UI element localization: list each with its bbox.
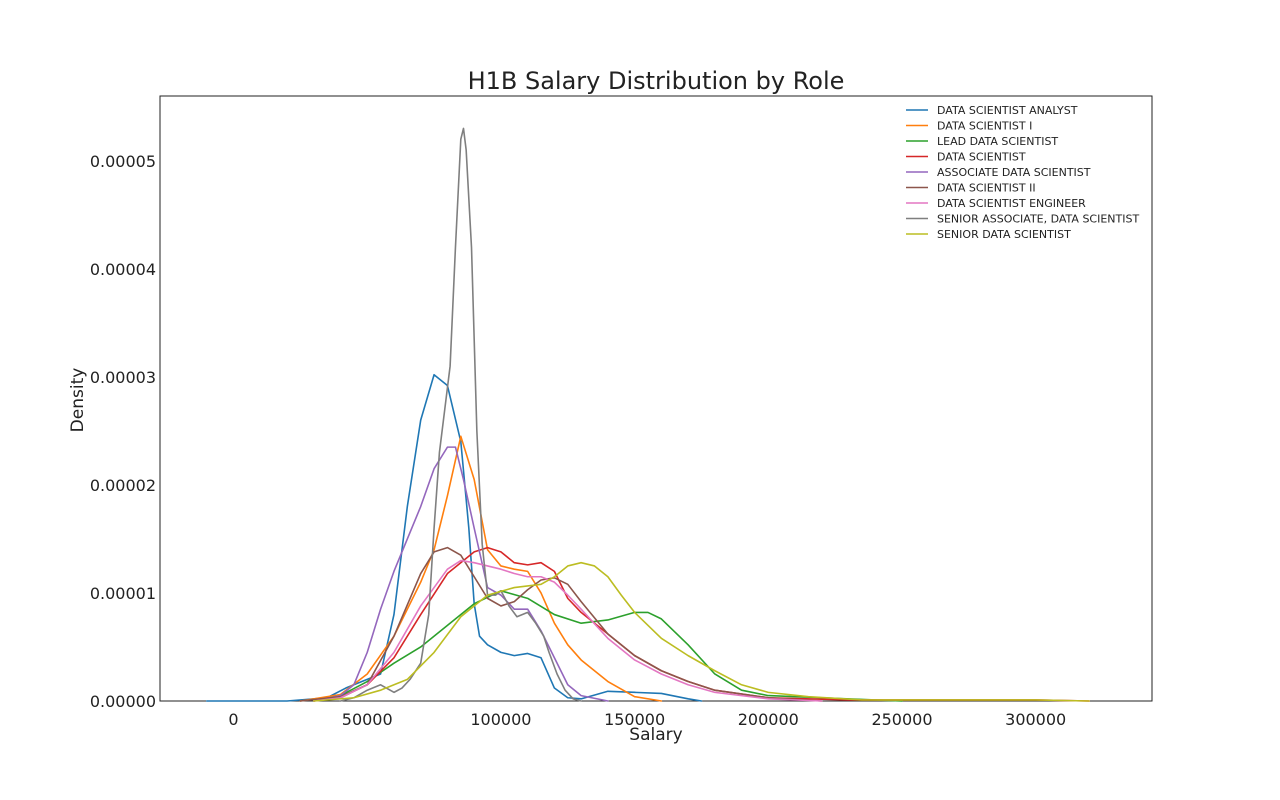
y-tick-label: 0.00000 bbox=[90, 692, 156, 711]
chart-title: H1B Salary Distribution by Role bbox=[468, 67, 845, 95]
x-tick-label: 100000 bbox=[470, 710, 531, 729]
series-line-2 bbox=[312, 589, 903, 702]
x-tick-label: 0 bbox=[228, 710, 238, 729]
y-tick-label: 0.00004 bbox=[90, 260, 156, 279]
x-tick-label: 50000 bbox=[342, 710, 393, 729]
y-tick-label: 0.00002 bbox=[90, 476, 156, 495]
series-line-6 bbox=[312, 559, 823, 702]
y-tick-label: 0.00001 bbox=[90, 584, 156, 603]
y-tick-label: 0.00003 bbox=[90, 368, 156, 387]
legend-entry-label: DATA SCIENTIST I bbox=[937, 120, 1032, 133]
x-axis-ticks: 0 50000 100000 150000 200000 250000 300000 bbox=[228, 710, 1066, 729]
series-line-8 bbox=[312, 561, 1090, 702]
series-line-1 bbox=[299, 435, 663, 702]
legend-entry-label: SENIOR ASSOCIATE, DATA SCIENTIST bbox=[937, 213, 1139, 226]
series-line-7 bbox=[339, 127, 582, 702]
legend-entry-label: DATA SCIENTIST bbox=[937, 151, 1026, 164]
x-tick-label: 300000 bbox=[1005, 710, 1066, 729]
y-axis-ticks: 0.00000 0.00001 0.00002 0.00003 0.00004 0.000… bbox=[90, 152, 156, 711]
legend-entry-label: DATA SCIENTIST ANALYST bbox=[937, 104, 1078, 117]
series-line-4 bbox=[312, 446, 609, 702]
x-tick-label: 150000 bbox=[604, 710, 665, 729]
x-tick-label: 200000 bbox=[738, 710, 799, 729]
y-axis-title: Density bbox=[68, 368, 88, 433]
legend-entry-label: DATA SCIENTIST ENGINEER bbox=[937, 197, 1086, 210]
legend-entry-label: LEAD DATA SCIENTIST bbox=[937, 135, 1058, 148]
legend-entry-label: DATA SCIENTIST II bbox=[937, 182, 1036, 195]
plot-area-frame bbox=[159, 95, 1153, 702]
x-axis-title: Salary bbox=[629, 725, 682, 745]
series-line-0 bbox=[205, 373, 703, 702]
legend-entry-label: ASSOCIATE DATA SCIENTIST bbox=[937, 166, 1091, 179]
y-tick-label: 0.00005 bbox=[90, 152, 156, 171]
series-line-5 bbox=[299, 546, 823, 702]
x-tick-label: 250000 bbox=[871, 710, 932, 729]
series-lines bbox=[205, 127, 1090, 702]
legend-entry-label: SENIOR DATA SCIENTIST bbox=[937, 228, 1071, 241]
legend: DATA SCIENTIST ANALYST DATA SCIENTIST I LE… bbox=[906, 104, 1139, 241]
series-line-3 bbox=[312, 546, 1090, 702]
